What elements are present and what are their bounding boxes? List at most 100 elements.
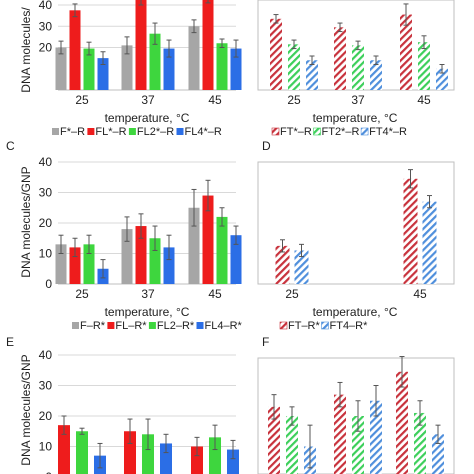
x-tick-label: 37 — [141, 93, 155, 107]
legend-entry: FT4*–R — [369, 126, 407, 138]
x-tick-label: 25 — [287, 93, 301, 107]
bar — [352, 45, 364, 90]
legend-entry: FL2*–R — [137, 126, 174, 138]
panel-f: 253745F — [257, 335, 455, 474]
bar — [370, 400, 382, 474]
y-axis-title: DNA molecules/GNP — [19, 354, 33, 465]
bar — [268, 406, 280, 474]
bar — [216, 43, 228, 90]
legend-entry: FT2*–R — [322, 126, 360, 138]
y-tick-label: 0 — [45, 277, 52, 291]
x-tick-label: 25 — [75, 287, 89, 301]
legend-entry: FL*–R — [95, 126, 126, 138]
x-axis-title: temperature, °C — [105, 111, 190, 125]
y-axis-title: DNA molecules/GNP — [19, 166, 33, 277]
x-tick-label: 25 — [75, 93, 89, 107]
y-tick-label: 40 — [39, 155, 53, 169]
panel-label: F — [262, 335, 269, 349]
panel-a: 20 30 40 25 37 45 temperature, °C DNA molecules… — [19, 0, 242, 138]
bar — [135, 0, 147, 90]
x-tick-label: 37 — [351, 93, 365, 107]
bar — [149, 33, 161, 90]
panel-b: 25 37 45 temperature, °CFT*–R FT2*–R FT4*–R — [257, 0, 455, 138]
bar — [58, 425, 70, 474]
bar — [334, 394, 346, 474]
x-tick-label: 45 — [417, 93, 431, 107]
x-tick-label: 45 — [208, 287, 222, 301]
bar — [69, 247, 81, 284]
bar — [432, 434, 444, 474]
bar — [142, 434, 154, 474]
bar — [121, 45, 133, 90]
bar — [188, 26, 200, 90]
bar — [83, 48, 95, 90]
bar — [275, 245, 290, 284]
legend-entry: FL2–R* — [157, 320, 195, 332]
x-tick-label: 45 — [413, 287, 427, 301]
bar — [216, 216, 228, 284]
bar — [135, 226, 147, 284]
bar — [403, 178, 418, 284]
y-tick-label: 10 — [39, 440, 53, 454]
y-tick-label: 40 — [39, 348, 53, 362]
panel-d: 25 45 temperature, °C D FT–R* FT4–R* — [257, 139, 455, 332]
bar — [414, 412, 426, 474]
bar — [294, 250, 309, 284]
bar — [288, 44, 300, 90]
bar — [121, 229, 133, 284]
legend-swatch — [87, 128, 95, 135]
plot-frame — [257, 357, 455, 474]
x-axis-title: temperature, °C — [313, 305, 398, 319]
bar — [352, 416, 364, 474]
y-tick-label: 0 — [45, 470, 52, 474]
bar — [286, 416, 298, 474]
legend-swatch — [128, 128, 136, 135]
bar — [97, 58, 109, 90]
y-tick-label: 30 — [39, 19, 53, 33]
panel-c: 0 10 20 30 40 25 37 45 temperature, °C DNA molecu… — [6, 139, 243, 332]
legend-entry: FL–R* — [115, 320, 147, 332]
panel-label: C — [6, 139, 15, 153]
legend-entry: F*–R — [60, 126, 85, 138]
legend-swatch — [313, 127, 321, 136]
y-tick-label: 30 — [39, 186, 53, 200]
y-tick-label: 30 — [39, 379, 53, 393]
bar — [83, 244, 95, 284]
bar — [188, 207, 200, 284]
legend-swatch — [148, 322, 156, 329]
legend-entry: FL4*–R — [185, 126, 222, 138]
y-tick-label: 10 — [39, 247, 53, 261]
legend-swatch — [360, 127, 369, 136]
bar — [55, 47, 67, 90]
legend-swatch — [107, 322, 115, 329]
bar — [230, 48, 242, 90]
y-tick-label: 20 — [39, 409, 53, 423]
legend-swatch — [52, 128, 59, 135]
panel-label: E — [6, 335, 14, 349]
bar — [202, 195, 214, 284]
legend-entry: FT*–R — [280, 126, 312, 138]
x-tick-label: 45 — [208, 93, 222, 107]
bar — [149, 238, 161, 284]
x-tick-label: 37 — [141, 287, 155, 301]
bar — [55, 244, 67, 284]
bar — [422, 201, 437, 284]
bar — [230, 235, 242, 284]
bar — [396, 371, 408, 474]
bar — [370, 60, 382, 90]
bar — [124, 431, 136, 474]
bar — [76, 431, 88, 474]
legend-swatch — [72, 322, 79, 329]
panel-label: D — [262, 139, 271, 153]
bar — [227, 449, 239, 474]
y-tick-label: 20 — [39, 216, 53, 230]
legend-swatch — [279, 321, 288, 330]
bar — [202, 0, 214, 90]
y-axis-title: DNA molecules/ — [19, 7, 33, 93]
y-tick-label: 40 — [39, 0, 53, 12]
bar — [418, 42, 430, 90]
bar — [270, 18, 282, 90]
legend-swatch — [196, 322, 204, 329]
